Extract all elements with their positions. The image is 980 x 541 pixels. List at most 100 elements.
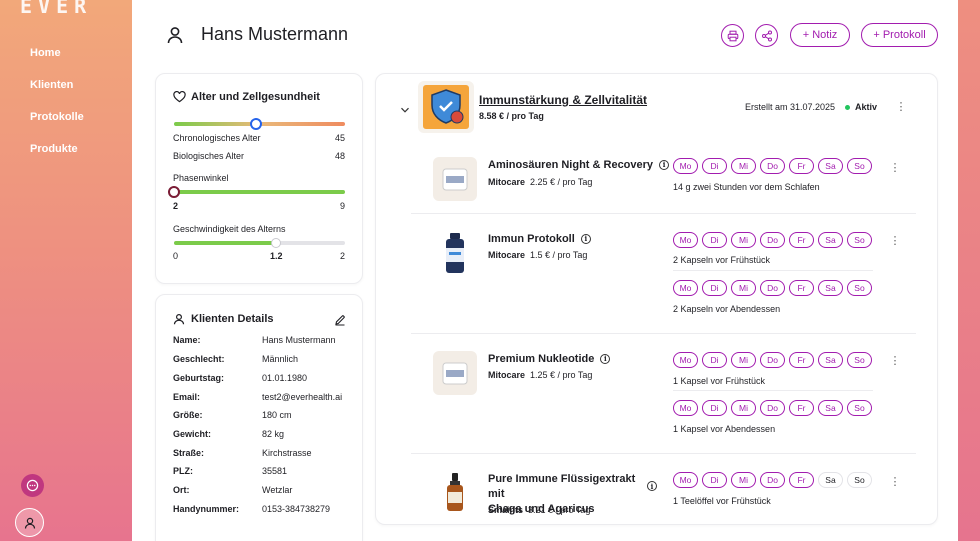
sidebar-item-protokolle[interactable]: Protokolle: [30, 111, 84, 123]
day-toggle-sa[interactable]: Sa: [818, 280, 843, 296]
day-toggle-fr[interactable]: Fr: [789, 158, 814, 174]
day-toggle-di[interactable]: Di: [702, 232, 727, 248]
day-toggle-mi[interactable]: Mi: [731, 400, 756, 416]
product-image: [433, 351, 477, 395]
speed-min: 0: [173, 251, 179, 261]
day-toggle-fr[interactable]: Fr: [789, 232, 814, 248]
collapse-toggle[interactable]: [400, 101, 410, 119]
day-toggle-mo[interactable]: Mo: [673, 472, 698, 488]
day-toggle-do[interactable]: Do: [760, 400, 785, 416]
chat-icon: [26, 479, 39, 492]
day-selector: Mo Di Mi Do Fr Sa So: [673, 280, 876, 296]
product-more-button[interactable]: ⋮: [885, 472, 905, 492]
protocol-more-button[interactable]: ⋮: [891, 97, 911, 117]
phase-angle-knob[interactable]: [168, 186, 180, 198]
status-dot: [845, 105, 850, 110]
day-toggle-sa[interactable]: Sa: [818, 232, 843, 248]
detail-value: 0153-384738279: [262, 504, 331, 514]
info-icon[interactable]: i: [600, 353, 611, 364]
detail-value: test2@everhealth.ai: [262, 392, 343, 402]
day-toggle-mi[interactable]: Mi: [731, 232, 756, 248]
day-toggle-so[interactable]: So: [847, 400, 872, 416]
age-slider-knob[interactable]: [250, 118, 262, 130]
protocol-title[interactable]: Immunstärkung & Zellvitalität: [479, 93, 648, 107]
dosage-note: 14 g zwei Stunden vor dem Schlafen: [673, 182, 820, 192]
client-header: Hans Mustermann: [167, 24, 348, 45]
detail-value: 82 kg: [262, 429, 285, 439]
day-selector: Mo Di Mi Do Fr Sa So: [673, 472, 876, 488]
product-brand: Mitocare: [488, 250, 526, 260]
day-toggle-do[interactable]: Do: [760, 472, 785, 488]
add-protocol-button[interactable]: + Protokoll: [861, 23, 938, 47]
day-toggle-fr[interactable]: Fr: [789, 400, 814, 416]
edit-client-button[interactable]: [334, 313, 346, 331]
day-toggle-mo[interactable]: Mo: [673, 158, 698, 174]
detail-label: Gewicht:: [173, 429, 212, 439]
day-toggle-di[interactable]: Di: [702, 280, 727, 296]
day-toggle-do[interactable]: Do: [760, 232, 785, 248]
detail-label: Größe:: [173, 410, 203, 420]
product-price: 1.5 € / pro Tag: [530, 250, 588, 260]
product-name-text: Aminosäuren Night & Recovery: [488, 159, 654, 171]
day-toggle-so[interactable]: So: [847, 352, 872, 368]
product-more-button[interactable]: ⋮: [885, 158, 905, 178]
info-icon[interactable]: i: [647, 481, 657, 491]
protocol-image: [418, 81, 474, 133]
dropper-bottle-icon: [447, 473, 463, 511]
day-toggle-di[interactable]: Di: [702, 352, 727, 368]
detail-label: PLZ:: [173, 466, 193, 476]
day-toggle-mi[interactable]: Mi: [731, 472, 756, 488]
day-toggle-mi[interactable]: Mi: [731, 158, 756, 174]
day-toggle-so[interactable]: So: [847, 232, 872, 248]
day-toggle-fr[interactable]: Fr: [789, 280, 814, 296]
detail-label: Email:: [173, 392, 201, 402]
day-toggle-do[interactable]: Do: [760, 280, 785, 296]
day-toggle-mo[interactable]: Mo: [673, 400, 698, 416]
day-toggle-di[interactable]: Di: [702, 472, 727, 488]
print-button[interactable]: [721, 24, 744, 47]
more-vertical-icon: ⋮: [889, 354, 901, 367]
dosage-note: 2 Kapseln vor Frühstück: [673, 255, 771, 265]
day-toggle-mo[interactable]: Mo: [673, 280, 698, 296]
day-toggle-do[interactable]: Do: [760, 352, 785, 368]
day-toggle-do[interactable]: Do: [760, 158, 785, 174]
chrono-age-value: 45: [334, 133, 345, 143]
product-brand: Mitocare: [488, 177, 526, 187]
day-toggle-mo[interactable]: Mo: [673, 232, 698, 248]
sidebar-item-klienten[interactable]: Klienten: [30, 79, 74, 91]
add-note-button[interactable]: + Notiz: [790, 23, 850, 47]
day-toggle-sa[interactable]: Sa: [818, 158, 843, 174]
info-icon[interactable]: i: [659, 159, 670, 170]
account-button[interactable]: [15, 508, 44, 537]
day-toggle-mi[interactable]: Mi: [731, 352, 756, 368]
more-vertical-icon: ⋮: [889, 234, 901, 247]
day-toggle-di[interactable]: Di: [702, 400, 727, 416]
detail-value: 35581: [262, 466, 288, 476]
info-icon[interactable]: i: [580, 233, 591, 244]
product-more-button[interactable]: ⋮: [885, 351, 905, 371]
product-more-button[interactable]: ⋮: [885, 231, 905, 251]
divider: [411, 333, 916, 334]
detail-label: Geburtstag:: [173, 373, 225, 383]
day-toggle-so[interactable]: So: [847, 280, 872, 296]
day-toggle-sa[interactable]: Sa: [818, 472, 843, 488]
chevron-down-icon: [401, 107, 409, 113]
day-toggle-so[interactable]: So: [847, 158, 872, 174]
day-toggle-sa[interactable]: Sa: [818, 400, 843, 416]
ever-logo: EVER: [20, 0, 93, 18]
share-button[interactable]: [755, 24, 778, 47]
day-toggle-sa[interactable]: Sa: [818, 352, 843, 368]
day-toggle-fr[interactable]: Fr: [789, 352, 814, 368]
sidebar-item-home[interactable]: Home: [30, 47, 61, 59]
sidebar-item-produkte[interactable]: Produkte: [30, 143, 78, 155]
capsule-bottle-icon: [446, 233, 464, 273]
health-card-title: Alter und Zellgesundheit: [191, 91, 320, 103]
day-toggle-so[interactable]: So: [847, 472, 872, 488]
day-toggle-di[interactable]: Di: [702, 158, 727, 174]
dosage-note: 1 Kapsel vor Frühstück: [673, 376, 766, 386]
day-toggle-mi[interactable]: Mi: [731, 280, 756, 296]
day-toggle-mo[interactable]: Mo: [673, 352, 698, 368]
aging-speed-knob[interactable]: [271, 238, 281, 248]
chat-button[interactable]: [21, 474, 44, 497]
day-toggle-fr[interactable]: Fr: [789, 472, 814, 488]
